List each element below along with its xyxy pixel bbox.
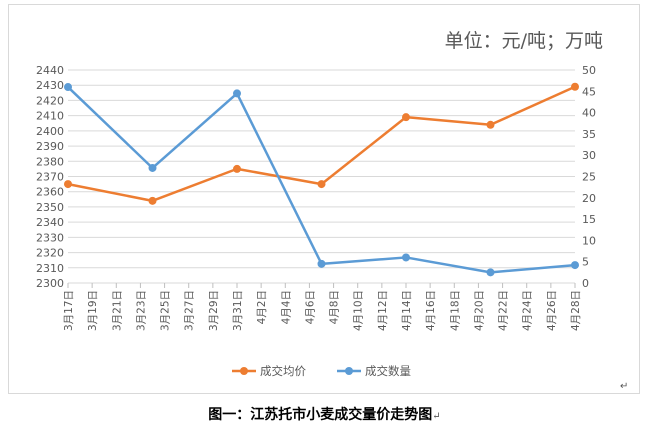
- legend-price-label: 成交均价: [260, 364, 306, 378]
- volume-data-point: [317, 259, 326, 268]
- y-right-tick-label: 35: [582, 128, 596, 141]
- x-tick-label: 4月8日: [329, 290, 341, 324]
- y-left-tick-label: 2370: [36, 171, 64, 184]
- y-right-tick-label: 20: [582, 192, 596, 205]
- y-left-tick-label: 2320: [36, 247, 64, 260]
- x-tick-label: 4月4日: [280, 290, 292, 324]
- x-tick-label: 4月28日: [570, 290, 582, 331]
- return-mark-frame: ↵: [620, 381, 629, 392]
- volume-data-point: [486, 268, 495, 277]
- y-left-tick-label: 2350: [36, 201, 64, 214]
- caption-text: 图一：江苏托市小麦成交量价走势图: [208, 407, 433, 423]
- price-data-point: [317, 180, 326, 189]
- y-left-tick-label: 2360: [36, 186, 64, 199]
- x-tick-label: 4月10日: [353, 290, 365, 331]
- y-right-tick-label: 5: [582, 256, 589, 269]
- legend-price-marker: [240, 367, 248, 375]
- x-tick-label: 4月12日: [377, 290, 389, 331]
- legend-volume-marker: [345, 367, 353, 375]
- legend-price: 成交均价: [232, 364, 306, 378]
- x-tick-label: 4月18日: [449, 290, 461, 331]
- y-right-tick-label: 50: [582, 64, 596, 77]
- volume-data-point: [571, 261, 579, 270]
- y-left-tick-label: 2410: [36, 110, 64, 123]
- x-tick-label: 3月31日: [232, 290, 244, 331]
- unit-label: 单位：元/吨；万吨: [444, 30, 603, 52]
- y-right-tick-label: 15: [582, 213, 596, 226]
- x-tick-label: 4月22日: [498, 290, 510, 331]
- price-data-point: [64, 180, 72, 189]
- x-tick-label: 4月26日: [546, 290, 558, 331]
- price-data-point: [486, 120, 495, 129]
- x-tick-label: 4月14日: [401, 290, 413, 331]
- x-tick-label: 4月24日: [522, 290, 534, 331]
- x-tick-label: 3月19日: [87, 290, 99, 331]
- chart-frame: [8, 4, 640, 394]
- chart-svg: 2300 2310 2320 2330 2340 2350 2360 2370 2380 2390…: [36, 64, 596, 378]
- x-tick-label: 3月21日: [111, 290, 123, 331]
- x-tick-label: 4月20日: [473, 290, 485, 331]
- y-left-tick-label: 2440: [36, 64, 64, 77]
- y-left-tick-label: 2330: [36, 231, 64, 244]
- y-left-tick-label: 2340: [36, 216, 64, 229]
- y-right-tick-label: 40: [582, 107, 596, 120]
- price-data-point: [233, 164, 241, 173]
- y-left-tick-label: 2380: [36, 155, 64, 168]
- y-left-tick-label: 2400: [36, 125, 64, 138]
- y-right-tick-label: 10: [582, 234, 596, 247]
- x-tick-label: 3月29日: [208, 290, 220, 331]
- price-data-point: [571, 82, 579, 91]
- x-tick-label: 3月17日: [63, 290, 75, 331]
- y-left-tick-label: 2430: [36, 79, 64, 92]
- x-tick-label: 3月25日: [160, 290, 172, 331]
- volume-data-point: [402, 253, 410, 262]
- price-data-point: [402, 113, 410, 122]
- legend-volume-label: 成交数量: [365, 364, 411, 378]
- y-left-tick-label: 2420: [36, 94, 64, 107]
- price-data-point: [148, 196, 157, 205]
- volume-data-point: [64, 83, 72, 92]
- y-left-tick-label: 2310: [36, 262, 64, 275]
- return-mark: ↵: [432, 411, 441, 422]
- volume-data-point: [233, 89, 241, 98]
- x-tick-label: 4月2日: [256, 290, 268, 324]
- y-right-tick-label: 45: [582, 85, 596, 98]
- x-tick-label: 4月16日: [425, 290, 437, 331]
- legend-volume: 成交数量: [337, 364, 411, 378]
- x-tick-label: 3月27日: [184, 290, 196, 331]
- x-tick-label: 3月23日: [135, 290, 147, 331]
- volume-series-line: [67, 86, 576, 274]
- y-left-tick-label: 2390: [36, 140, 64, 153]
- figure-caption: 图一：江苏托市小麦成交量价走势图↵: [0, 404, 649, 424]
- volume-data-point: [148, 163, 157, 172]
- y-right-tick-label: 25: [582, 171, 596, 184]
- x-tick-label: 4月6日: [304, 290, 316, 324]
- y-left-tick-label: 2300: [36, 277, 64, 290]
- y-right-tick-label: 30: [582, 149, 596, 162]
- y-right-tick-label: 0: [582, 277, 589, 290]
